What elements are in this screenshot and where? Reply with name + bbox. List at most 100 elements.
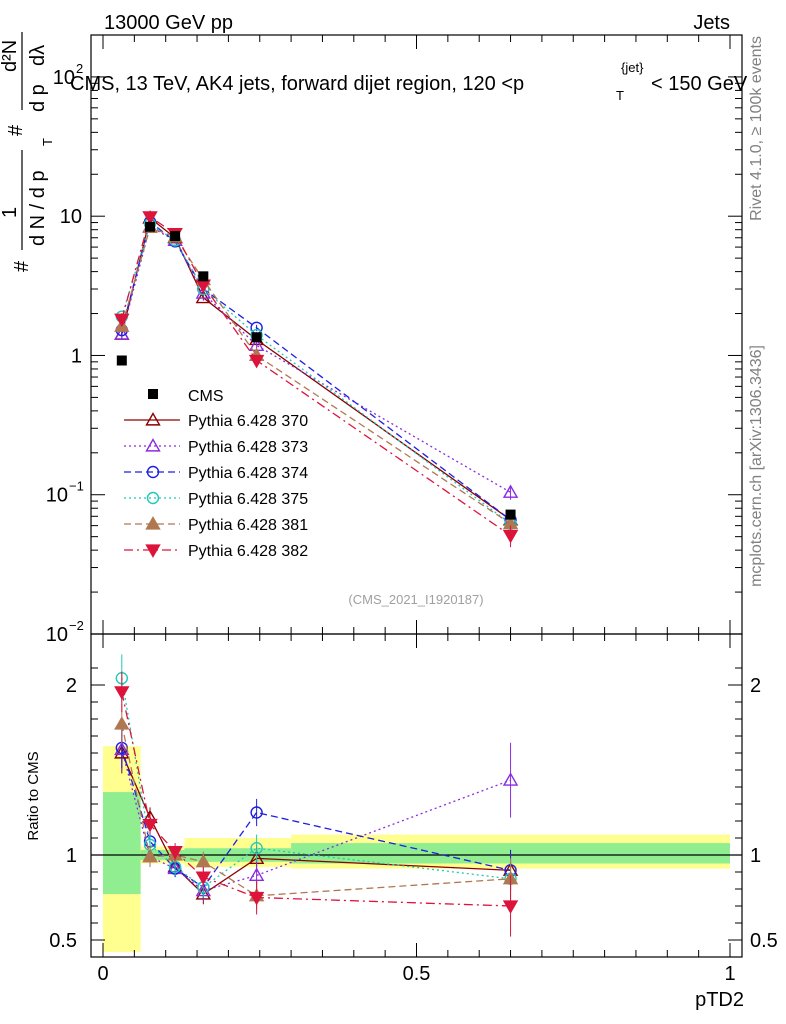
ratio-point-375 <box>250 842 263 855</box>
series-line-370 <box>121 216 511 521</box>
legend-marker-cms <box>148 389 158 399</box>
ylabel-dlambda: dλ <box>27 45 49 66</box>
ratio-panel: 0 0.5 1 0.5 0.5 1 1 2 2 <box>49 633 778 985</box>
header-energy: 13000 GeV pp <box>104 12 233 34</box>
y-tick-base: 10 <box>60 206 82 228</box>
ratio-y-tick-label: 2 <box>66 675 77 697</box>
y-tick-base: 10 <box>46 485 68 507</box>
ratio-point-373 <box>248 867 265 881</box>
y-tick-label: 10 <box>60 206 82 228</box>
legend-label-373: Pythia 6.428 373 <box>188 439 308 456</box>
legend-label-381: Pythia 6.428 381 <box>188 517 308 534</box>
ratio-line-375 <box>121 678 511 889</box>
ratio-series-370 <box>114 732 519 905</box>
series-370 <box>114 210 519 528</box>
ratio-y-tick-label: 1 <box>66 845 77 867</box>
ratio-point-382 <box>195 871 212 886</box>
ylabel-sub-T: T <box>40 138 55 146</box>
legend-marker-375 <box>146 491 160 505</box>
point-370 <box>195 289 212 304</box>
y-tick-exp: −1 <box>69 479 84 494</box>
y-tick-label: 10 2 <box>53 61 83 89</box>
header-jets: Jets <box>693 12 730 34</box>
y-tick-base: 10 <box>46 624 68 646</box>
ylabel-one: 1 <box>0 207 21 218</box>
ratio-point-381 <box>195 853 212 868</box>
plot-title-sub: T <box>616 88 624 103</box>
x-axis-label: pTD2 <box>695 989 744 1011</box>
x-tick-label: 1 <box>724 963 735 985</box>
legend-label-382: Pythia 6.428 382 <box>188 543 308 560</box>
y-tick-label: 10 −2 <box>46 618 84 646</box>
y-tick-label: 1 <box>71 345 82 367</box>
ratio-point-382 <box>248 891 265 906</box>
series-373 <box>114 218 519 500</box>
point-cms <box>251 332 262 343</box>
y-tick-exp: −2 <box>69 618 84 633</box>
ratio-point-373 <box>502 772 519 786</box>
ratio-series-382 <box>114 671 519 937</box>
ratio-point-382 <box>142 818 158 833</box>
plot-title-sup: {jet} <box>621 60 644 75</box>
point-382 <box>248 354 265 369</box>
ratio-point-382 <box>167 846 183 860</box>
ylabel-d2N: d²N <box>0 40 21 72</box>
ratio-y-tick-label-right: 0.5 <box>750 930 778 952</box>
point-cms <box>198 271 209 282</box>
point-373 <box>502 484 519 498</box>
ratio-line-381 <box>121 723 511 897</box>
series-cms <box>116 221 516 520</box>
point-cms <box>145 221 156 232</box>
point-cms <box>505 509 516 520</box>
ratio-point-381 <box>142 848 158 863</box>
ratio-frame <box>90 633 743 958</box>
legend-marker-370 <box>145 412 161 426</box>
point-cms <box>116 355 127 366</box>
ylabel-sharp1: # <box>11 260 33 272</box>
legend-marker-381 <box>145 516 161 530</box>
x-tick-label: 0.5 <box>403 963 431 985</box>
series-line-374 <box>121 220 511 521</box>
ratio-point-381 <box>114 716 130 730</box>
plot-title-main: CMS, 13 TeV, AK4 jets, forward dijet reg… <box>70 73 524 95</box>
ylabel-sharp2: # <box>5 124 27 136</box>
series-line-373 <box>121 225 511 493</box>
rivet-version: Rivet 4.1.0, ≥ 100k events <box>748 36 765 221</box>
plot-title: CMS, 13 TeV, AK4 jets, forward dijet reg… <box>70 60 748 103</box>
mcplots-caption: mcplots.cern.ch [arXiv:1306.3436] <box>748 345 765 587</box>
analysis-watermark: (CMS_2021_I1920187) <box>348 592 483 607</box>
ratio-point-382 <box>114 686 130 700</box>
ratio-y-tick-label-right: 2 <box>750 675 761 697</box>
legend-label-374: Pythia 6.428 374 <box>188 465 308 482</box>
y-tick-exp: 2 <box>76 61 83 76</box>
ratio-point-374 <box>250 806 263 819</box>
ylabel-dN-dpT: d N / d p <box>27 170 49 246</box>
ratio-line-382 <box>121 691 511 907</box>
ratio-point-382 <box>502 900 519 914</box>
series-381 <box>114 219 519 533</box>
legend: CMS Pythia 6.428 370 Pythia 6.428 373 Pythi… <box>124 388 308 560</box>
point-cms <box>170 231 181 242</box>
point-382 <box>142 211 158 225</box>
y-tick-base: 1 <box>71 345 82 367</box>
legend-marker-374 <box>146 465 160 479</box>
series-line-382 <box>121 215 511 536</box>
ylabel-dpT: d p <box>27 84 49 112</box>
point-382 <box>502 529 519 544</box>
ratio-line-373 <box>121 749 511 892</box>
ratio-y-label: Ratio to CMS <box>25 751 42 840</box>
series-375 <box>115 217 517 533</box>
legend-label-cms: CMS <box>188 388 224 405</box>
series-line-381 <box>121 226 511 525</box>
ratio-y-tick-label: 0.5 <box>49 930 77 952</box>
ratio-series-381 <box>114 703 519 910</box>
x-tick-label: 0 <box>97 963 108 985</box>
legend-label-370: Pythia 6.428 370 <box>188 413 308 430</box>
y-tick-label: 10 −1 <box>46 479 84 507</box>
point-373 <box>114 326 130 340</box>
legend-label-375: Pythia 6.428 375 <box>188 491 308 508</box>
ratio-band-inner <box>103 792 141 895</box>
ratio-line-374 <box>121 747 511 889</box>
